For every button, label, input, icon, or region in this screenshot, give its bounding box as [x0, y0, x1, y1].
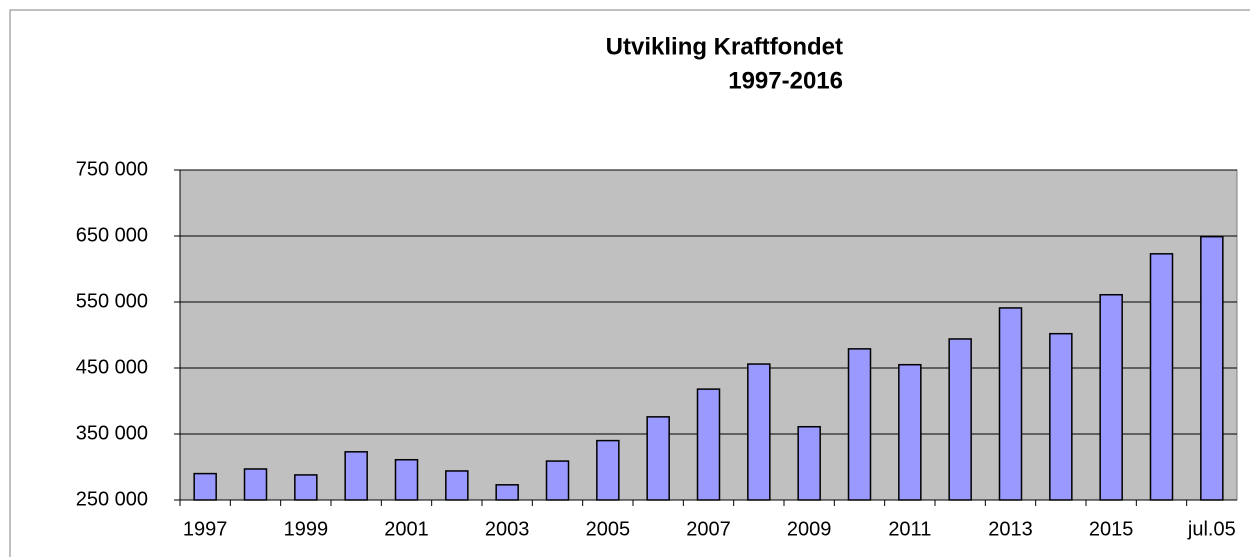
bar — [847, 348, 872, 501]
bar — [445, 470, 469, 501]
bar — [344, 451, 368, 501]
bar — [1099, 293, 1123, 501]
x-tick-label: 2007 — [686, 518, 731, 540]
bar — [596, 439, 620, 501]
bar — [294, 474, 318, 501]
x-tick-label: 2009 — [787, 518, 832, 540]
y-tick-label: 750 000 — [76, 158, 148, 180]
bar — [948, 338, 972, 501]
y-tick-label: 450 000 — [76, 356, 148, 378]
bar — [998, 307, 1023, 501]
bar — [646, 416, 670, 501]
x-tick-label: 2003 — [485, 518, 530, 540]
x-tick-label: 2013 — [988, 518, 1033, 540]
bar — [696, 388, 721, 501]
bar — [193, 472, 217, 501]
bar — [747, 363, 771, 501]
x-tick-label: 2011 — [888, 518, 931, 540]
bar — [797, 425, 821, 501]
x-tick-label: 2001 — [384, 518, 429, 540]
chart-title: Utvikling Kraftfondet — [606, 33, 843, 60]
bar — [495, 484, 519, 501]
x-tick-label: 2015 — [1089, 518, 1134, 540]
bar — [545, 460, 570, 501]
chart-title: 1997-2016 — [728, 67, 843, 94]
bar — [394, 458, 419, 501]
y-tick-label: 250 000 — [76, 488, 148, 510]
y-tick-label: 550 000 — [76, 290, 148, 312]
x-tick-label: 1997 — [183, 518, 228, 540]
x-tick-label: 2005 — [586, 518, 631, 540]
bar — [898, 363, 922, 501]
bar — [1149, 253, 1174, 501]
y-tick-label: 650 000 — [76, 224, 148, 246]
bar — [1200, 235, 1224, 501]
x-tick-label: jul.05 — [1187, 518, 1236, 540]
y-tick-label: 350 000 — [76, 422, 148, 444]
bar — [1049, 332, 1073, 501]
x-tick-label: 1999 — [284, 518, 329, 540]
bar — [243, 468, 268, 501]
